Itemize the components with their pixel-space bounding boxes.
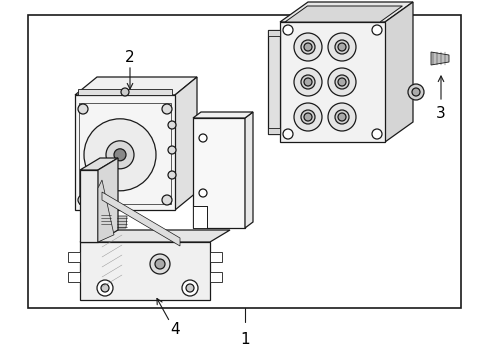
Circle shape bbox=[185, 284, 194, 292]
Circle shape bbox=[327, 33, 355, 61]
Circle shape bbox=[327, 68, 355, 96]
Polygon shape bbox=[280, 2, 412, 22]
Polygon shape bbox=[75, 77, 197, 95]
Circle shape bbox=[199, 134, 206, 142]
Polygon shape bbox=[384, 2, 412, 142]
Circle shape bbox=[293, 33, 321, 61]
Circle shape bbox=[301, 40, 314, 54]
Polygon shape bbox=[193, 112, 252, 118]
Polygon shape bbox=[102, 192, 180, 246]
Circle shape bbox=[301, 75, 314, 89]
Circle shape bbox=[337, 43, 346, 51]
Circle shape bbox=[371, 25, 381, 35]
Circle shape bbox=[334, 75, 348, 89]
Circle shape bbox=[162, 195, 172, 205]
Circle shape bbox=[327, 103, 355, 131]
Polygon shape bbox=[267, 128, 280, 134]
Polygon shape bbox=[267, 30, 280, 36]
Circle shape bbox=[371, 129, 381, 139]
Circle shape bbox=[150, 254, 170, 274]
Polygon shape bbox=[175, 77, 197, 210]
Circle shape bbox=[168, 121, 176, 129]
Circle shape bbox=[114, 149, 126, 161]
Circle shape bbox=[334, 110, 348, 124]
Bar bbox=[28, 15, 460, 308]
Circle shape bbox=[337, 113, 346, 121]
Circle shape bbox=[101, 284, 109, 292]
Circle shape bbox=[182, 280, 198, 296]
Polygon shape bbox=[209, 252, 222, 262]
Polygon shape bbox=[193, 206, 206, 228]
Circle shape bbox=[304, 78, 311, 86]
Polygon shape bbox=[68, 252, 80, 262]
Polygon shape bbox=[75, 95, 175, 210]
Polygon shape bbox=[244, 112, 252, 228]
Polygon shape bbox=[430, 52, 448, 65]
Circle shape bbox=[106, 141, 134, 169]
Circle shape bbox=[301, 110, 314, 124]
Polygon shape bbox=[285, 6, 402, 22]
Polygon shape bbox=[78, 89, 172, 95]
Circle shape bbox=[283, 25, 292, 35]
Circle shape bbox=[168, 171, 176, 179]
Circle shape bbox=[168, 146, 176, 154]
Polygon shape bbox=[80, 230, 229, 242]
Circle shape bbox=[304, 113, 311, 121]
Circle shape bbox=[162, 104, 172, 114]
Circle shape bbox=[155, 259, 164, 269]
Circle shape bbox=[304, 43, 311, 51]
Circle shape bbox=[407, 84, 423, 100]
Polygon shape bbox=[209, 272, 222, 282]
Text: 1: 1 bbox=[240, 333, 249, 347]
Text: 2: 2 bbox=[125, 49, 135, 64]
Circle shape bbox=[97, 280, 113, 296]
Circle shape bbox=[84, 119, 156, 191]
Circle shape bbox=[78, 195, 88, 205]
Circle shape bbox=[337, 78, 346, 86]
Circle shape bbox=[293, 103, 321, 131]
Circle shape bbox=[334, 40, 348, 54]
Circle shape bbox=[283, 129, 292, 139]
Circle shape bbox=[199, 189, 206, 197]
Polygon shape bbox=[80, 242, 209, 300]
Circle shape bbox=[293, 68, 321, 96]
Polygon shape bbox=[68, 272, 80, 282]
Polygon shape bbox=[80, 170, 98, 242]
Circle shape bbox=[121, 88, 129, 96]
Circle shape bbox=[411, 88, 419, 96]
Circle shape bbox=[78, 104, 88, 114]
Polygon shape bbox=[117, 216, 127, 228]
Polygon shape bbox=[80, 158, 118, 170]
Text: 3: 3 bbox=[435, 107, 445, 122]
Polygon shape bbox=[280, 22, 384, 142]
Polygon shape bbox=[98, 180, 114, 242]
Polygon shape bbox=[101, 213, 111, 225]
Polygon shape bbox=[193, 118, 244, 228]
Text: 4: 4 bbox=[170, 323, 180, 338]
Polygon shape bbox=[267, 30, 280, 134]
Polygon shape bbox=[98, 158, 118, 242]
